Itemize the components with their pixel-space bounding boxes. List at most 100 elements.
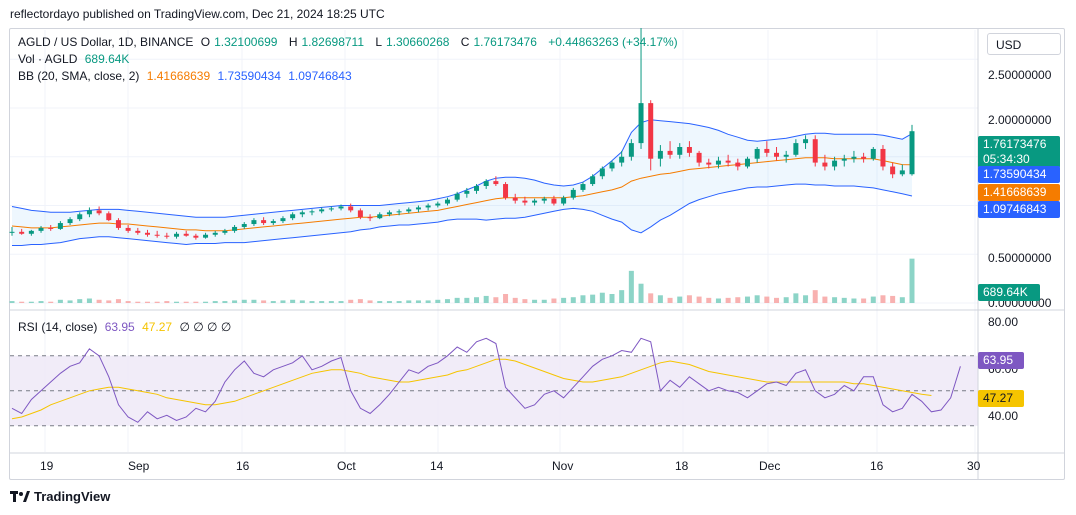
volume-bar xyxy=(309,301,315,303)
bb-fill xyxy=(12,119,912,246)
bb-legend: BB (20, SMA, close, 2) 1.41668639 1.7359… xyxy=(18,69,356,83)
symbol-label[interactable]: AGLD / US Dollar, 1D, BINANCE xyxy=(18,35,194,49)
price-tick-2-0: 2.00000000 xyxy=(988,113,1052,127)
candle-body xyxy=(677,147,683,155)
bb-title[interactable]: BB (20, SMA, close, 2) xyxy=(18,69,140,83)
candle-body xyxy=(909,131,915,175)
chart-frame[interactable] xyxy=(9,28,1065,480)
volume-title[interactable]: Vol · AGLD xyxy=(18,52,78,66)
volume-bar xyxy=(396,301,402,303)
candle-body xyxy=(832,160,838,167)
candle-body xyxy=(280,218,286,222)
rsi-title[interactable]: RSI (14, close) xyxy=(18,320,98,334)
volume-bar xyxy=(338,301,344,303)
volume-bar xyxy=(841,297,847,303)
rsi-ma-value: 47.27 xyxy=(142,320,173,334)
volume-bar xyxy=(174,301,180,303)
candle-body xyxy=(686,147,692,153)
candle-body xyxy=(609,162,615,169)
volume-bar xyxy=(715,298,721,303)
volume-bar xyxy=(677,296,683,303)
candle-body xyxy=(812,139,818,163)
candle-body xyxy=(464,190,470,194)
candle-body xyxy=(377,214,383,219)
volume-bar xyxy=(512,297,518,303)
change-label: +0.44863263 (+34.17%) xyxy=(548,35,678,49)
volume-bar xyxy=(764,296,770,303)
candle-body xyxy=(454,193,460,200)
volume-bar xyxy=(890,295,896,303)
volume-bar xyxy=(706,297,712,303)
volume-bar xyxy=(735,297,741,303)
candle-body xyxy=(580,184,586,190)
candle-body xyxy=(561,197,567,204)
candle-body xyxy=(793,143,799,155)
time-label-sep: Sep xyxy=(128,459,150,473)
volume-bar xyxy=(57,299,63,303)
candle-body xyxy=(86,210,92,215)
volume-bar xyxy=(474,297,480,303)
rsi-tick-40: 40.00 xyxy=(988,409,1019,423)
candle-body xyxy=(841,158,847,161)
candle-body xyxy=(348,206,354,211)
candle-body xyxy=(9,231,15,233)
volume-bar xyxy=(261,300,267,303)
candles xyxy=(9,28,915,240)
volume-bar xyxy=(619,290,625,303)
ohlc-legend: AGLD / US Dollar, 1D, BINANCE O 1.3210069… xyxy=(18,35,682,49)
candle-body xyxy=(706,162,712,165)
candle-body xyxy=(570,189,576,198)
candle-body xyxy=(135,230,141,233)
candle-body xyxy=(648,103,654,159)
candle-body xyxy=(444,199,450,204)
candle-body xyxy=(764,148,770,153)
volume-bar xyxy=(696,296,702,303)
volume-bar xyxy=(348,299,354,303)
volume-bar xyxy=(19,301,25,303)
candle-body xyxy=(144,232,150,235)
rsi-extra-values: ∅ ∅ ∅ ∅ xyxy=(179,320,232,334)
volume-bar xyxy=(377,301,383,303)
volume-bar xyxy=(648,293,654,303)
candle-body xyxy=(696,152,702,163)
candle-body xyxy=(870,148,876,159)
volume-bar xyxy=(812,290,818,303)
volume-bar xyxy=(851,298,857,303)
time-label-dec: Dec xyxy=(759,459,781,473)
tradingview-brand[interactable]: TradingView xyxy=(10,489,110,504)
volume-bar xyxy=(290,299,296,303)
bb-upper-value: 1.73590434 xyxy=(217,69,281,83)
volume-bar xyxy=(328,301,334,303)
candle-body xyxy=(212,232,218,235)
volume-bar xyxy=(203,301,209,303)
volume-bar xyxy=(222,301,228,303)
volume-bar xyxy=(86,298,92,303)
candle-body xyxy=(425,205,431,208)
rsi-ma-line xyxy=(11,358,932,420)
candle-body xyxy=(551,198,557,204)
volume-bar xyxy=(183,301,189,303)
volume-bar xyxy=(77,299,83,303)
volume-bar xyxy=(774,297,780,303)
volume-bar xyxy=(861,298,867,303)
candle-body xyxy=(851,156,857,159)
volume-bar xyxy=(144,301,150,303)
volume-bar xyxy=(96,299,102,303)
candle-body xyxy=(338,206,344,209)
volume-bar xyxy=(367,300,373,303)
candle-body xyxy=(667,150,673,155)
candle-body xyxy=(599,168,605,177)
close-label: C 1.76173476 xyxy=(460,35,537,49)
tradingview-logo-icon xyxy=(10,490,30,502)
time-label-16: 16 xyxy=(236,459,250,473)
volume-bar xyxy=(9,301,15,303)
candle-body xyxy=(174,233,180,237)
candle-body xyxy=(822,162,828,167)
close-price-tag: 1.76173476 05:34:30 xyxy=(978,136,1060,168)
currency-selector[interactable]: USD xyxy=(987,33,1061,55)
published-caption: reflectordayo published on TradingView.c… xyxy=(10,7,385,21)
volume-bar xyxy=(783,297,789,303)
price-tick-0-5: 0.50000000 xyxy=(988,251,1052,265)
candle-body xyxy=(241,224,247,227)
